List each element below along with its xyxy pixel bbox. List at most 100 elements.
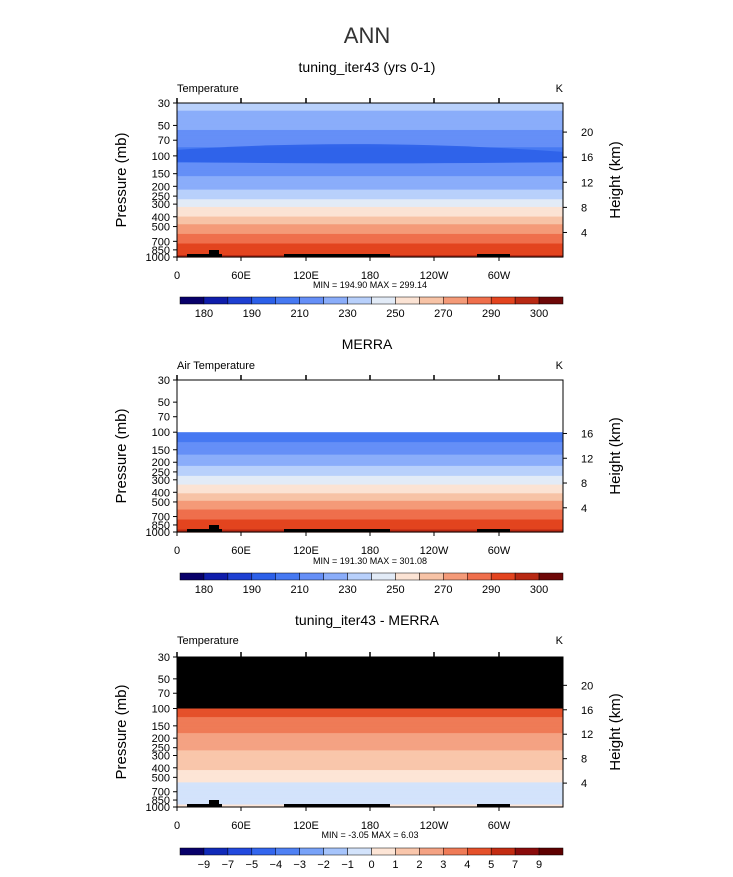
y2-tick-label: 12	[581, 177, 593, 189]
contour-band	[177, 512, 563, 514]
contour-band	[177, 459, 563, 462]
contour-band	[177, 763, 563, 766]
contour-band	[177, 505, 563, 508]
topography	[209, 525, 219, 532]
colorbar-label: 300	[530, 584, 548, 596]
contour-band	[177, 787, 563, 790]
contour-band	[177, 434, 563, 437]
contour-band	[177, 513, 563, 516]
contour-band	[177, 249, 563, 252]
contour-band	[177, 168, 563, 171]
colorbar-box	[251, 847, 276, 856]
colorbar-label: 7	[512, 859, 518, 871]
contour-band	[177, 719, 563, 722]
contour-band	[177, 453, 563, 456]
x-tick-label: 120W	[420, 820, 449, 832]
y2-tick-label: 12	[581, 729, 593, 741]
colorbar-box	[419, 847, 444, 856]
contour-band	[177, 489, 563, 492]
colorbar-box	[203, 572, 229, 581]
colorbar-label: 230	[338, 308, 356, 320]
panel-title: tuning_iter43 (yrs 0-1)	[299, 59, 436, 75]
contour-band	[177, 795, 563, 798]
contour-band	[177, 776, 563, 779]
contour-band	[177, 745, 563, 748]
contour-band	[177, 233, 563, 237]
colorbar-box	[299, 847, 324, 856]
contour-band	[177, 772, 563, 775]
contour-band	[177, 726, 563, 729]
contour-band	[177, 722, 563, 724]
contour-band	[177, 124, 563, 127]
contour-band	[177, 474, 563, 477]
variable-label: Temperature	[177, 83, 239, 95]
contour-band	[177, 129, 563, 133]
contour-band	[177, 736, 563, 739]
y2-axis-label: Height (km)	[607, 417, 624, 495]
y-tick-label: 850	[152, 520, 170, 532]
contour-band	[177, 761, 563, 764]
contour-band	[177, 752, 563, 755]
colorbar-box	[227, 296, 253, 305]
contour-band	[177, 504, 563, 507]
contour-band	[177, 725, 563, 728]
contour-band	[177, 518, 563, 521]
contour-band	[177, 122, 563, 125]
contour-band	[177, 503, 563, 506]
colorbar-box	[179, 572, 205, 581]
contour-band	[177, 522, 563, 524]
colorbar-label: 210	[291, 308, 309, 320]
contour-band	[177, 515, 563, 518]
colorbar-box	[395, 572, 420, 581]
y-tick-label: 300	[152, 475, 170, 487]
x-tick-label: 60E	[231, 270, 251, 282]
contour-band	[177, 782, 563, 785]
contour-band	[177, 131, 563, 135]
contour-band	[177, 467, 563, 469]
colorbar-label: 250	[386, 584, 404, 596]
contour-band	[177, 445, 563, 448]
contour-band	[177, 723, 563, 726]
contour-band	[177, 439, 563, 442]
contour-band	[177, 162, 563, 166]
colorbar-box	[299, 572, 324, 581]
topography	[284, 804, 390, 807]
colorbar-label: −3	[293, 859, 306, 871]
colorbar-box	[395, 296, 420, 305]
contour-band	[177, 241, 563, 245]
contour-band	[177, 733, 563, 735]
contour-band	[177, 760, 563, 763]
min-max-stats: MIN = -3.05 MAX = 6.03	[321, 830, 418, 840]
contour-band	[177, 180, 563, 183]
contour-band	[177, 224, 563, 227]
y-tick-label: 30	[158, 375, 170, 387]
contour-band	[177, 477, 563, 479]
contour-band	[177, 469, 563, 472]
contour-band	[177, 104, 563, 108]
y-tick-label: 300	[152, 199, 170, 211]
y-tick-label: 50	[158, 120, 170, 132]
contour-band	[177, 472, 563, 474]
contour-band	[177, 495, 563, 498]
contour-band	[177, 437, 563, 440]
contour-band	[177, 214, 563, 218]
y-tick-label: 400	[152, 487, 170, 499]
contour-band	[177, 740, 563, 743]
y-tick-label: 850	[152, 245, 170, 257]
colorbar-box	[514, 572, 540, 581]
contour-band	[177, 463, 563, 466]
contour-band	[177, 493, 563, 496]
colorbar-box	[323, 847, 348, 856]
contour-band	[177, 455, 563, 458]
contour-band	[177, 747, 563, 750]
y-tick-label: 70	[158, 412, 170, 424]
contour-band	[177, 228, 563, 231]
colorbar-box	[275, 296, 300, 305]
contour-band	[177, 468, 563, 471]
contour-band	[177, 191, 563, 195]
y-tick-label: 50	[158, 397, 170, 409]
contour-band	[177, 218, 563, 222]
colorbar-box	[203, 847, 229, 856]
x-tick-label: 60W	[488, 270, 511, 282]
contour-band	[177, 139, 563, 143]
